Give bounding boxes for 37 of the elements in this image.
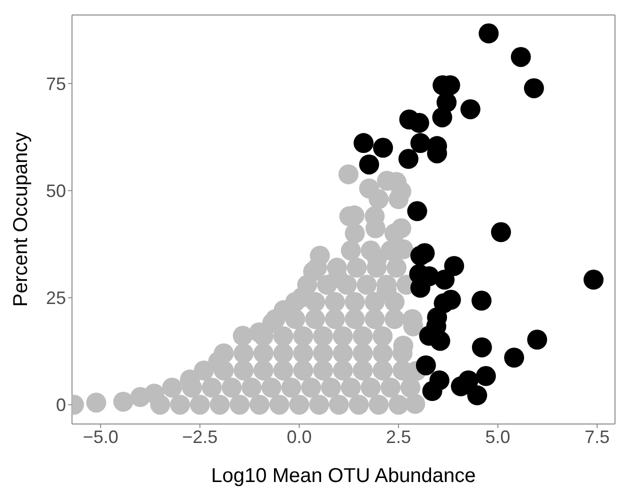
- x-tick-label: 7.5: [584, 426, 610, 447]
- point: [430, 330, 450, 351]
- y-tick-label: 50: [46, 180, 66, 201]
- x-tick-label: −5.0: [82, 426, 118, 447]
- point: [476, 366, 496, 386]
- point: [478, 23, 499, 44]
- point: [409, 112, 430, 133]
- point: [407, 201, 428, 222]
- point: [373, 138, 394, 158]
- point: [416, 355, 436, 376]
- point: [359, 154, 380, 174]
- x-tick-label: −2.5: [182, 426, 218, 447]
- point: [527, 330, 548, 350]
- x-tick-label: 0.0: [286, 426, 312, 447]
- point: [504, 348, 524, 368]
- point: [398, 148, 418, 169]
- point: [467, 385, 488, 406]
- point: [432, 107, 452, 128]
- point: [422, 381, 442, 402]
- point: [510, 46, 531, 67]
- point: [472, 337, 492, 358]
- point: [584, 270, 604, 290]
- point: [524, 78, 544, 98]
- point: [491, 222, 511, 242]
- x-tick-label: 2.5: [386, 426, 412, 447]
- y-tick-label: 25: [46, 288, 66, 308]
- point: [354, 133, 374, 154]
- point: [410, 133, 430, 154]
- y-tick-label: 75: [46, 74, 66, 94]
- point: [472, 290, 492, 311]
- point: [460, 99, 480, 120]
- point: [434, 270, 455, 290]
- x-tick-label: 5.0: [485, 426, 510, 447]
- x-axis-title: Log10 Mean OTU Abundance: [211, 465, 476, 487]
- y-axis-title: Percent Occupancy: [10, 132, 32, 307]
- y-tick-label: 0: [56, 395, 66, 416]
- point: [444, 256, 464, 276]
